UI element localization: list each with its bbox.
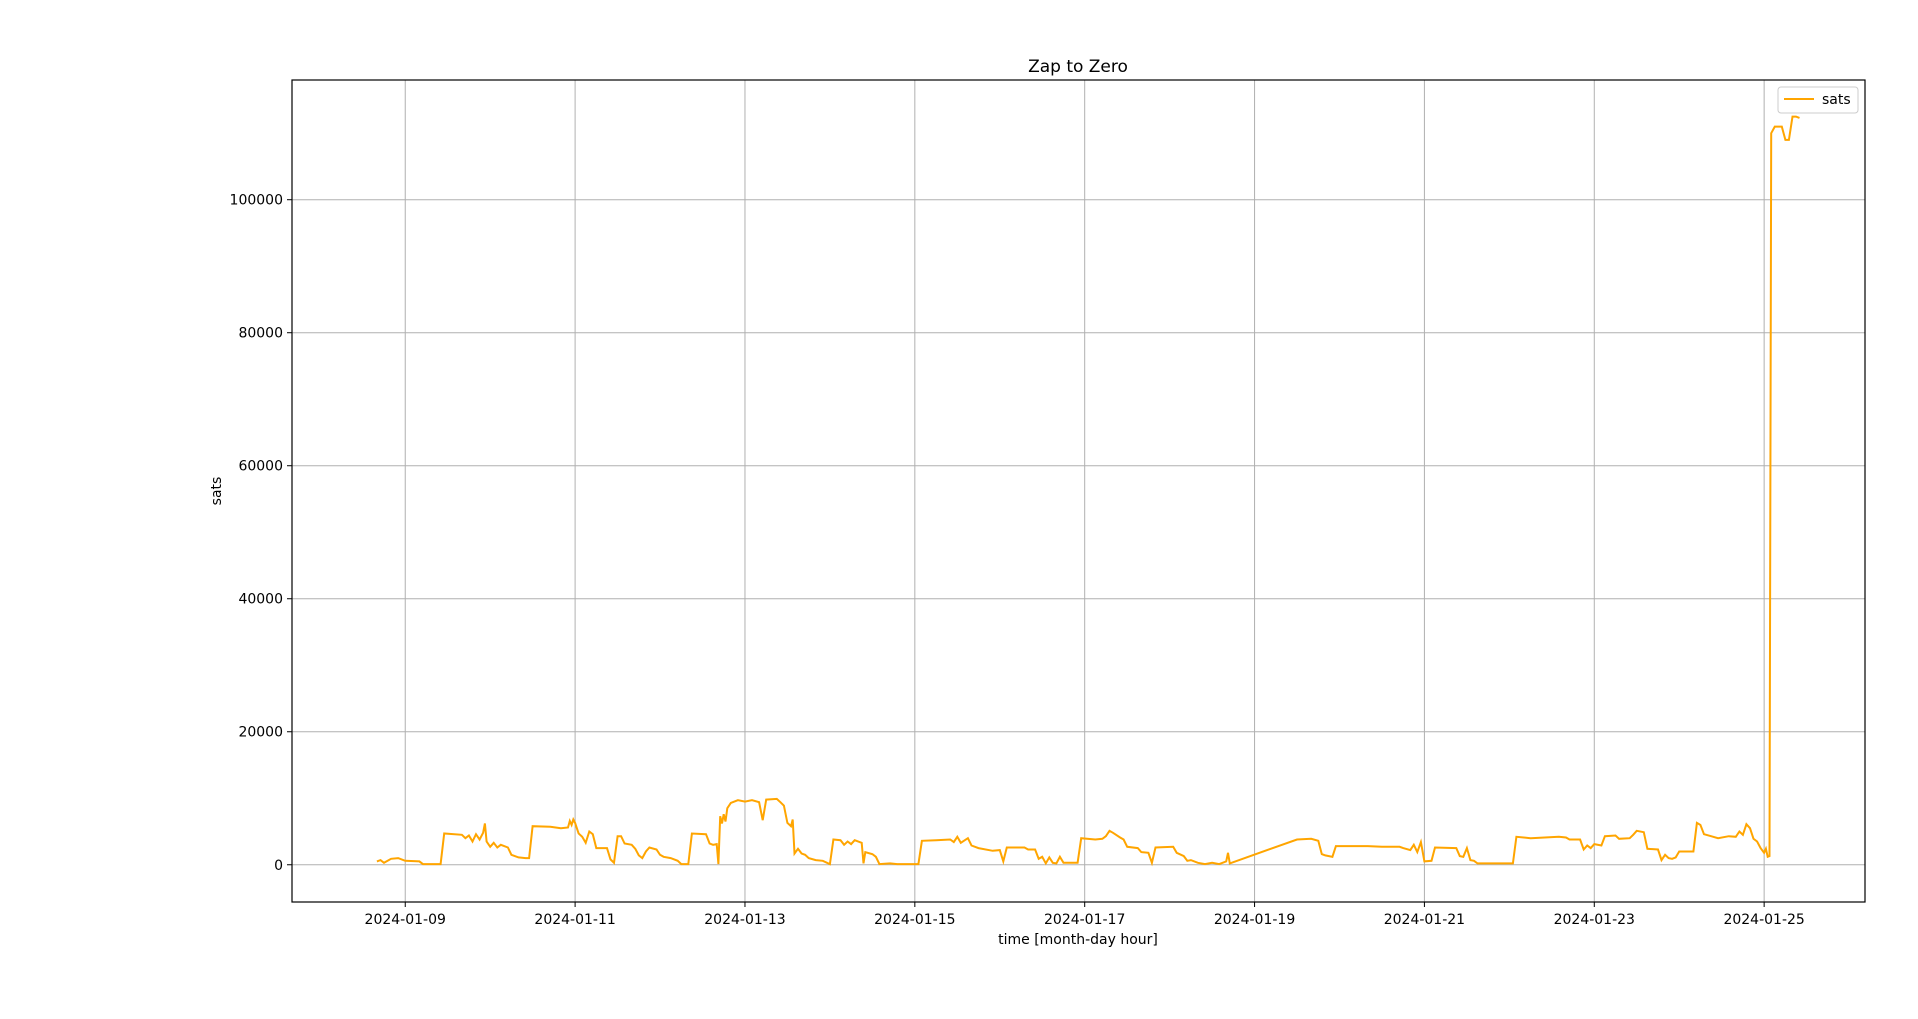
x-tick-label: 2024-01-23: [1554, 912, 1635, 928]
y-tick-label: 100000: [230, 193, 283, 209]
x-axis-ticks: 2024-01-09 2024-01-11 2024-01-13 2024-01-15…: [365, 902, 1805, 928]
y-axis-label: sats: [209, 477, 225, 506]
y-tick-label: 0: [274, 858, 283, 874]
x-tick-label: 2024-01-17: [1044, 912, 1125, 928]
chart-title: Zap to Zero: [1028, 57, 1128, 77]
y-tick-label: 40000: [238, 592, 283, 608]
x-tick-label: 2024-01-11: [534, 912, 615, 928]
x-tick-label: 2024-01-13: [704, 912, 785, 928]
x-tick-label: 2024-01-15: [874, 912, 955, 928]
y-tick-label: 60000: [238, 459, 283, 475]
y-tick-label: 80000: [238, 326, 283, 342]
x-tick-label: 2024-01-19: [1214, 912, 1295, 928]
x-tick-label: 2024-01-21: [1384, 912, 1465, 928]
x-tick-label: 2024-01-09: [365, 912, 446, 928]
series-line-sats: [376, 115, 1800, 867]
y-axis-ticks: 0 20000 40000 60000 80000 100000: [230, 193, 292, 874]
y-tick-label: 20000: [238, 725, 283, 741]
x-axis-label: time [month-day hour]: [998, 932, 1158, 948]
grid-lines: [292, 80, 1865, 902]
x-tick-label: 2024-01-25: [1723, 912, 1804, 928]
legend-label-sats: sats: [1822, 92, 1851, 108]
legend-box: [1777, 86, 1859, 114]
plot-frame: [291, 79, 1866, 903]
legend: sats: [1777, 86, 1859, 114]
